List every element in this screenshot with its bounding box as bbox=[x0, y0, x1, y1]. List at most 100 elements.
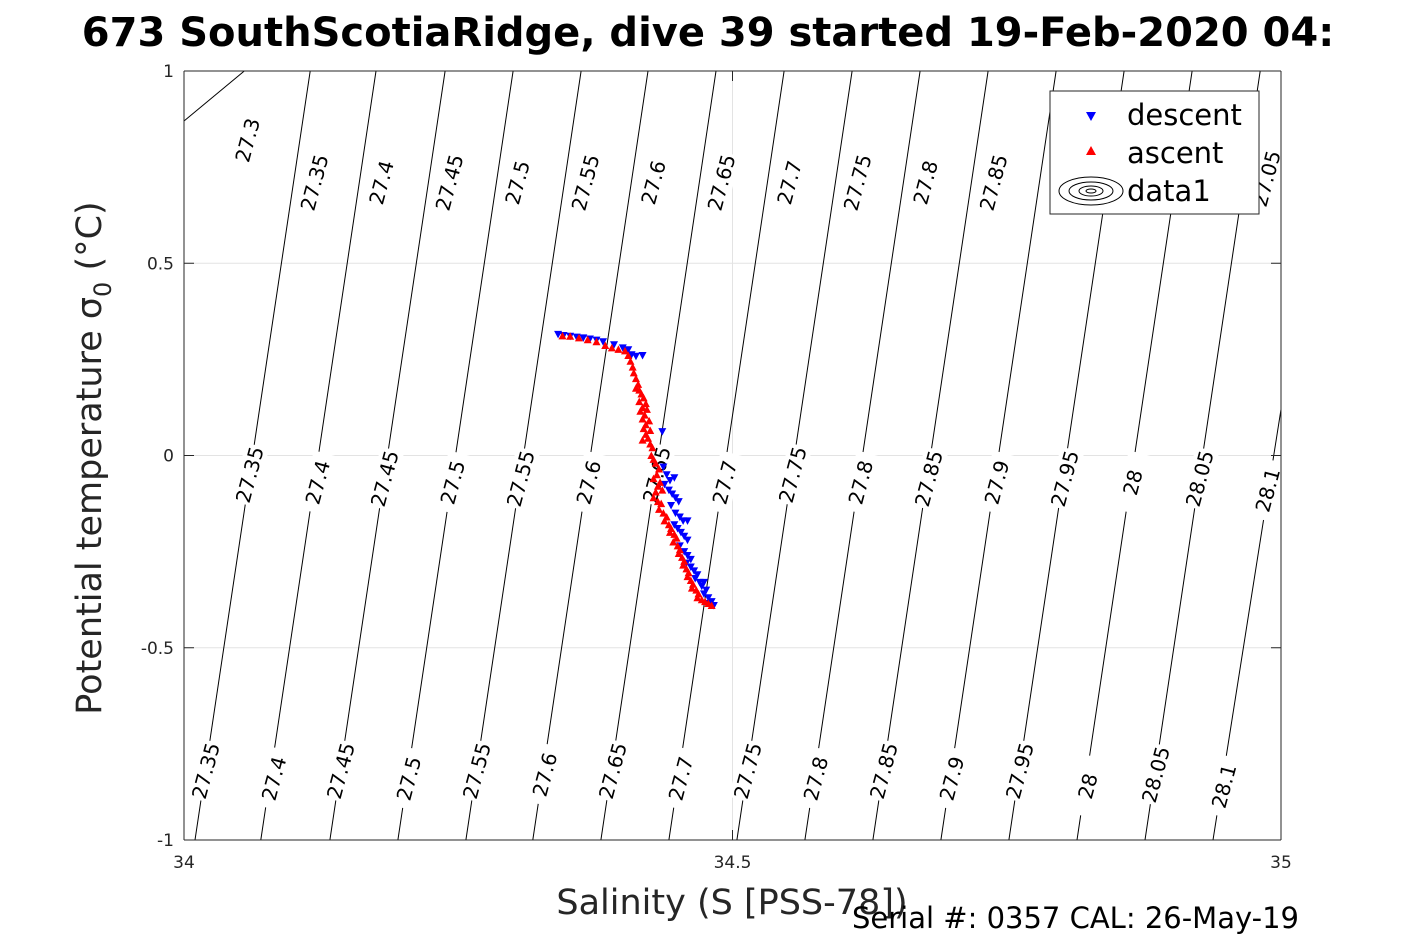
descent-point-24 bbox=[667, 501, 676, 510]
contour-label-bg-2 bbox=[362, 150, 401, 215]
ascent-point-22 bbox=[636, 407, 645, 415]
ascent-point-13 bbox=[631, 374, 640, 383]
ascent-point-29 bbox=[646, 426, 655, 435]
contour-label-bg-41 bbox=[1000, 738, 1040, 803]
contour-label-20: 27.7 bbox=[705, 450, 745, 515]
data-series bbox=[554, 330, 718, 610]
descent-point-7 bbox=[599, 338, 608, 346]
ascent-point-34 bbox=[648, 443, 657, 452]
contour-label-bg-44 bbox=[1204, 754, 1244, 819]
contour-label-bg-3 bbox=[430, 150, 469, 215]
contour-label-bg-1 bbox=[295, 150, 334, 215]
contour-label-bg-26 bbox=[1113, 450, 1153, 515]
y-axis-label-unit: (°C) bbox=[70, 201, 110, 281]
ascent-point-43 bbox=[658, 486, 667, 494]
ascent-point-56 bbox=[672, 534, 681, 542]
ascent-point-69 bbox=[687, 584, 696, 592]
ascent-point-11 bbox=[628, 363, 637, 371]
contour-label-bg-32 bbox=[389, 746, 429, 811]
contour-label-bg-31 bbox=[321, 738, 361, 803]
ascent-point-19 bbox=[635, 397, 644, 406]
descent-point-25 bbox=[671, 509, 680, 518]
descent-point-37 bbox=[686, 555, 695, 564]
contour-label-bg-21 bbox=[773, 442, 813, 507]
ascent-point-26 bbox=[645, 416, 654, 425]
contour-label-bg-38 bbox=[796, 746, 836, 811]
descent-point-36 bbox=[683, 551, 692, 560]
y-axis-label: Potential temperature σ0 (°C) bbox=[70, 201, 117, 714]
serial-calibration-text: Serial #: 0357 CAL: 26-May-19 bbox=[852, 901, 1299, 935]
ascent-point-51 bbox=[660, 516, 669, 525]
contour-label-bg-11 bbox=[974, 150, 1013, 215]
descent-point-41 bbox=[693, 571, 702, 579]
contour-label-bg-9 bbox=[838, 150, 877, 215]
ascent-point-44 bbox=[651, 488, 660, 496]
descent-point-47 bbox=[699, 590, 708, 598]
contour-label-bg-43 bbox=[1136, 742, 1176, 807]
descent-point-28 bbox=[683, 517, 692, 525]
descent-point-33 bbox=[683, 536, 692, 545]
ascent-point-47 bbox=[657, 499, 666, 508]
descent-point-18 bbox=[670, 474, 679, 482]
ascent-point-45 bbox=[649, 493, 658, 502]
ascent-point-76 bbox=[707, 601, 716, 609]
descent-point-9 bbox=[618, 344, 627, 352]
contour-label-bg-18 bbox=[569, 450, 609, 515]
ascent-point-42 bbox=[653, 482, 662, 490]
contour-label-bg-24 bbox=[977, 450, 1017, 515]
contour-label-bg-13 bbox=[230, 442, 270, 507]
legend: descent ascent data1 bbox=[1049, 90, 1260, 215]
descent-point-20 bbox=[664, 486, 673, 495]
descent-point-42 bbox=[691, 575, 700, 583]
contour-label-bg-36 bbox=[661, 746, 701, 811]
descent-point-19 bbox=[660, 480, 669, 489]
ascent-point-1 bbox=[566, 332, 575, 340]
contour-label-bg-14 bbox=[298, 450, 338, 515]
legend-data1-label: data1 bbox=[1127, 174, 1211, 208]
ascent-point-17 bbox=[631, 384, 640, 392]
contour-label-bg-5 bbox=[566, 150, 605, 215]
ascent-point-49 bbox=[659, 509, 668, 517]
descent-point-16 bbox=[662, 471, 671, 479]
descent-point-13 bbox=[638, 352, 647, 360]
descent-point-26 bbox=[675, 513, 684, 522]
legend-contour-icon bbox=[1058, 176, 1124, 206]
ascent-point-31 bbox=[644, 434, 653, 442]
ascent-point-3 bbox=[583, 335, 592, 344]
ascent-point-63 bbox=[679, 561, 688, 569]
contour-label-bg-23 bbox=[909, 446, 949, 511]
legend-descent-marker bbox=[1086, 112, 1096, 121]
y-tick-label-0: -1 bbox=[157, 831, 174, 851]
chart-title: 673 SouthScotiaRidge, dive 39 started 19… bbox=[82, 10, 1334, 56]
legend-descent-label: descent bbox=[1127, 98, 1242, 132]
contour-label-bg-22 bbox=[841, 450, 881, 515]
contour-label-bg-40 bbox=[932, 746, 972, 811]
descent-point-12 bbox=[631, 352, 640, 361]
contour-label-bg-20 bbox=[705, 450, 745, 515]
contour-label-bg-35 bbox=[593, 738, 633, 803]
y-axis-label-subscript: 0 bbox=[89, 282, 117, 297]
descent-point-48 bbox=[704, 594, 713, 602]
ascent-point-12 bbox=[629, 368, 638, 377]
ascent-point-9 bbox=[624, 351, 633, 360]
ascent-point-8 bbox=[620, 346, 629, 355]
y-tick-label-3: 0.5 bbox=[147, 254, 174, 274]
contour-label-bg-6 bbox=[634, 150, 673, 215]
ascent-point-28 bbox=[639, 424, 648, 433]
ascent-point-32 bbox=[638, 436, 647, 444]
contour-label-bg-15 bbox=[365, 446, 405, 511]
ascent-point-2 bbox=[574, 333, 583, 342]
descent-point-14 bbox=[658, 428, 667, 436]
descent-point-23 bbox=[674, 498, 683, 506]
x-axis-label: Salinity (S [PSS-78]) bbox=[556, 883, 907, 923]
contour-label-bg-0 bbox=[228, 108, 267, 173]
series-ascent bbox=[558, 331, 716, 609]
descent-point-30 bbox=[673, 525, 682, 533]
ascent-point-6 bbox=[607, 343, 616, 352]
descent-point-35 bbox=[680, 548, 689, 556]
ascent-point-60 bbox=[674, 549, 683, 558]
contour-label-bg-27 bbox=[1180, 446, 1220, 511]
ascent-point-54 bbox=[665, 528, 674, 536]
y-tick-label-4: 1 bbox=[163, 62, 174, 82]
ascent-point-7 bbox=[614, 345, 623, 353]
